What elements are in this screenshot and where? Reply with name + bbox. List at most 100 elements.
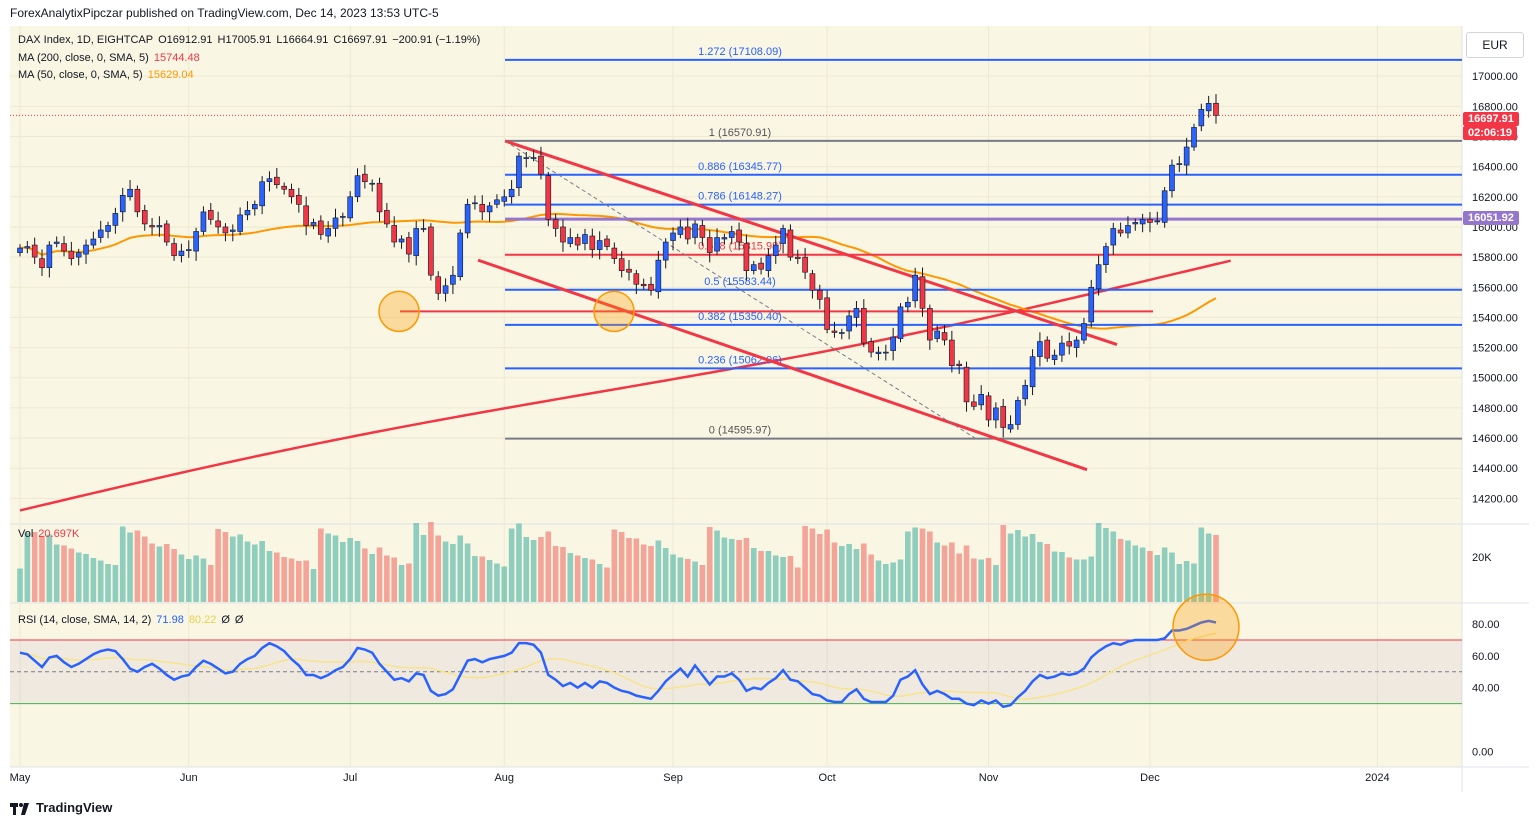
price-tick-label: 16800.00 <box>1472 101 1518 113</box>
candle-body <box>809 273 816 291</box>
legend-rsi-extra-2: Ø <box>234 614 244 626</box>
candle-body <box>582 234 588 244</box>
volume-bar <box>978 559 985 602</box>
candle-body <box>207 210 214 220</box>
legend-high: H17005.91 <box>217 34 272 46</box>
volume-bar <box>1176 564 1183 602</box>
volume-bar <box>1147 551 1153 602</box>
volume-bar <box>626 538 632 602</box>
candle-body <box>1139 219 1146 225</box>
price-tick-label: 15400.00 <box>1472 312 1518 324</box>
volume-bar <box>905 531 911 602</box>
volume-bar <box>934 542 940 602</box>
fib-level-label: 1 (16570.91) <box>709 127 771 139</box>
volume-bar <box>1169 552 1175 602</box>
legend-low: L16664.91 <box>276 34 329 46</box>
volume-bar <box>758 551 764 602</box>
candle-body <box>1169 164 1175 192</box>
footer-brand[interactable]: TradingView <box>10 800 112 815</box>
volume-bar <box>149 543 155 602</box>
volume-bar <box>560 547 566 602</box>
volume-bar <box>1073 559 1080 602</box>
candle-body <box>501 196 508 202</box>
price-tick-label: 16200.00 <box>1472 192 1518 204</box>
volume-bar <box>516 523 522 602</box>
candle-body <box>890 336 896 351</box>
rsi-line <box>19 619 1217 709</box>
volume-bar <box>163 544 170 602</box>
volume-bar <box>1044 544 1051 602</box>
candle-body <box>222 226 229 234</box>
candle-body <box>24 246 31 249</box>
candle-body <box>861 308 867 344</box>
footer-brand-label: TradingView <box>36 800 113 815</box>
legend-volume-label: Vol <box>18 528 34 540</box>
candle-body <box>303 205 309 226</box>
legend-volume-row[interactable]: Vol 20.697K <box>18 528 84 540</box>
candle-body <box>772 244 779 256</box>
legend-ma50-row[interactable]: MA (50, close, 0, SMA, 5) 15629.04 <box>18 69 199 81</box>
volume-bar <box>670 554 676 602</box>
volume-bar <box>1183 561 1190 602</box>
candle-body <box>523 157 530 159</box>
candle-body <box>127 188 133 198</box>
candle-body <box>589 235 596 250</box>
volume-bar <box>266 551 273 602</box>
volume-bar <box>237 534 243 602</box>
volume-bar <box>772 555 779 602</box>
volume-bar <box>538 537 544 602</box>
candle-body <box>538 155 544 175</box>
volume-bar <box>883 564 889 602</box>
candle-body <box>516 155 522 189</box>
currency-selector[interactable]: EUR <box>1466 32 1524 58</box>
candle-body <box>1095 264 1102 290</box>
volume-bar <box>721 537 728 602</box>
candle-body <box>1044 339 1051 359</box>
volume-bar <box>185 559 192 602</box>
candle-body <box>229 229 236 232</box>
candle-body <box>1183 146 1190 166</box>
volume-bar <box>193 555 199 602</box>
volume-bar <box>501 566 508 602</box>
candle-body <box>655 259 662 293</box>
volume-bar <box>655 540 662 602</box>
candle-body <box>508 188 515 198</box>
volume-bar <box>750 548 757 602</box>
candle-body <box>1051 354 1058 360</box>
candle-body <box>949 339 955 366</box>
candle-body <box>1073 339 1080 348</box>
volume-bar <box>582 558 588 602</box>
candle-body <box>362 173 368 183</box>
candle-body <box>384 210 390 225</box>
candle-body <box>105 225 111 232</box>
candle-body <box>846 315 852 332</box>
candle-body <box>1088 286 1095 323</box>
legend-rsi-row[interactable]: RSI (14, close, SMA, 14, 2) 71.98 80.22 Ø Ø <box>18 614 248 626</box>
candle-body <box>618 258 625 271</box>
volume-bar <box>1213 535 1219 602</box>
volume-bar <box>156 546 163 602</box>
candle-body <box>765 255 772 271</box>
countdown-tag: 02:06:19 <box>1463 126 1518 140</box>
volume-bar <box>207 565 214 602</box>
candle-body <box>354 175 361 198</box>
candle-body <box>193 231 199 252</box>
candle-body <box>1176 163 1183 165</box>
candle-body <box>919 276 926 309</box>
volume-bar <box>956 553 962 602</box>
legend-ma200-row[interactable]: MA (200, close, 0, SMA, 5) 15744.48 <box>18 52 205 64</box>
legend-rsi-sma-value: 80.22 <box>188 614 217 626</box>
candle-body <box>736 229 742 243</box>
chart-canvas[interactable]: May Jun Jul Aug Sep Oct Nov Dec 2024 17000.00 1680… <box>10 26 1529 792</box>
volume-bar <box>780 557 786 602</box>
volume-bar <box>296 561 302 602</box>
legend-symbol-row: DAX Index, 1D, EIGHTCAP O16912.91 H17005.9… <box>18 34 485 46</box>
candle-body <box>17 247 23 253</box>
volume-bar <box>1191 563 1197 602</box>
x-tick-label: Aug <box>494 772 514 784</box>
candle-body <box>185 249 192 251</box>
candle-body <box>472 202 478 205</box>
x-tick-label: Dec <box>1140 772 1160 784</box>
candle-body <box>274 176 280 186</box>
volume-bar <box>472 556 478 602</box>
